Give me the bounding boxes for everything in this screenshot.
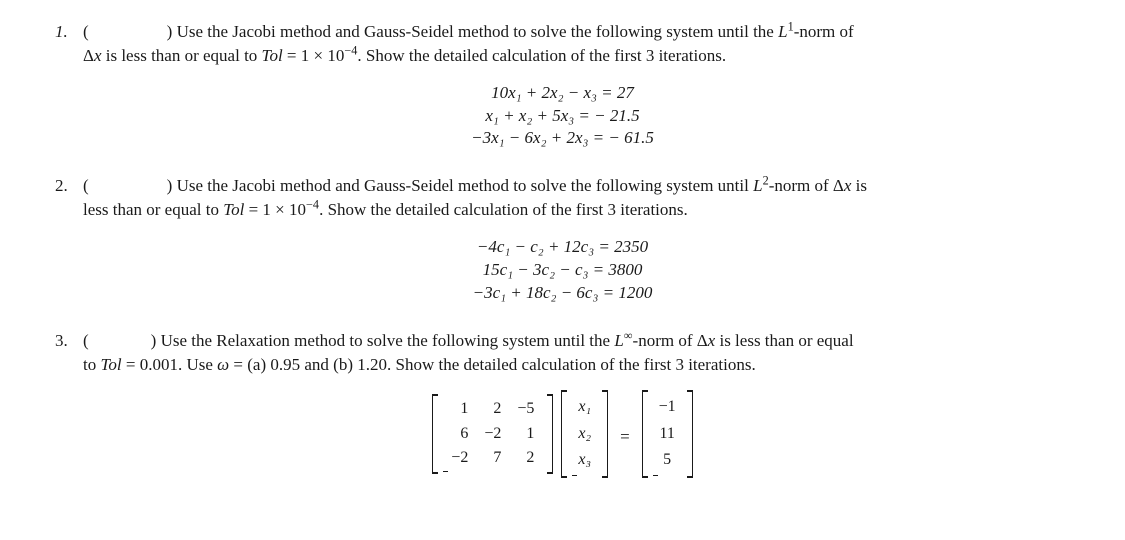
tol-eq: = 1 × 10: [244, 200, 306, 219]
tol-sup: −4: [344, 43, 357, 57]
problem-3-statement: 3. ( ) Use the Relaxation method to solve…: [55, 329, 1070, 377]
norm-L: L: [614, 331, 623, 350]
matrix-A: 12−5 6−21 −272: [432, 394, 553, 480]
norm-sup: ∞: [624, 328, 633, 342]
problem-3-matrix-equation: 12−5 6−21 −272 x₁ x₂ x₃ = −1: [55, 390, 1070, 484]
eq-1-3: −3x₁ − 6x₂ + 2x₃ = − 61.5: [55, 127, 1070, 150]
eq-2-3: −3c₁ + 18c₂ − 6c₃ = 1200: [55, 282, 1070, 305]
line2-start: less than or equal to: [83, 200, 223, 219]
eq-2-1: −4c₁ − c₂ + 12c₃ = 2350: [55, 236, 1070, 259]
problem-2-body: ( ) Use the Jacobi method and Gauss-Seide…: [83, 174, 1070, 222]
tol-label: Tol: [223, 200, 244, 219]
eq-1-2: x₁ + x₂ + 5x₃ = − 21.5: [55, 105, 1070, 128]
norm-tail: is less than or equal: [715, 331, 853, 350]
line2-omega: = (a) 0.95 and (b) 1.20. Show the detail…: [229, 355, 756, 374]
norm-after: -norm of Δ: [769, 176, 844, 195]
problem-3-body: ( ) Use the Relaxation method to solve th…: [83, 329, 1070, 377]
problem-3: 3. ( ) Use the Relaxation method to solve…: [55, 329, 1070, 485]
eq-2-2: 15c₁ − 3c₂ − c₃ = 3800: [55, 259, 1070, 282]
tol-eq: = 0.001: [122, 355, 178, 374]
problem-2: 2. ( ) Use the Jacobi method and Gauss-Se…: [55, 174, 1070, 304]
tol-label: Tol: [100, 355, 121, 374]
matrix-A-table: 12−5 6−21 −272: [443, 397, 542, 470]
problem-1-number: 1.: [55, 20, 83, 68]
problem-2-text-a: ) Use the Jacobi method and Gauss-Seidel…: [167, 176, 753, 195]
problem-2-equations: −4c₁ − c₂ + 12c₃ = 2350 15c₁ − 3c₂ − c₃ …: [55, 236, 1070, 305]
tol-label: Tol: [262, 46, 283, 65]
paren-open: (: [83, 22, 89, 41]
line2-end: . Show the detailed calculation of the f…: [357, 46, 726, 65]
problem-1-equations: 10x₁ + 2x₂ − x₃ = 27 x₁ + x₂ + 5x₃ = − 2…: [55, 82, 1070, 151]
tol-eq: = 1 × 10: [283, 46, 345, 65]
eq-1-1: 10x₁ + 2x₂ − x₃ = 27: [55, 82, 1070, 105]
norm-tail: is: [851, 176, 867, 195]
line2-mid: . Use: [178, 355, 217, 374]
delta: Δ: [83, 46, 94, 65]
problem-1-statement: 1. ( ) Use the Jacobi method and Gauss-Se…: [55, 20, 1070, 68]
vector-x-table: x₁ x₂ x₃: [572, 393, 597, 474]
problem-1-text-a: ) Use the Jacobi method and Gauss-Seidel…: [167, 22, 778, 41]
line2-mid: is less than or equal to: [101, 46, 261, 65]
line2-start: to: [83, 355, 100, 374]
paren-open: (: [83, 176, 89, 195]
problem-2-number: 2.: [55, 174, 83, 222]
vector-x: x₁ x₂ x₃: [561, 390, 608, 484]
problem-1-body: ( ) Use the Jacobi method and Gauss-Seide…: [83, 20, 1070, 68]
problem-3-number: 3.: [55, 329, 83, 377]
norm-after: -norm of Δ: [633, 331, 708, 350]
vector-b-table: −1 11 5: [653, 393, 682, 474]
omega: ω: [217, 355, 229, 374]
equals-sign: =: [620, 425, 630, 449]
problem-1: 1. ( ) Use the Jacobi method and Gauss-Se…: [55, 20, 1070, 150]
paren-open: (: [83, 331, 89, 350]
norm-L: L: [778, 22, 787, 41]
line2-end: . Show the detailed calculation of the f…: [319, 200, 688, 219]
problem-2-statement: 2. ( ) Use the Jacobi method and Gauss-Se…: [55, 174, 1070, 222]
problem-3-text-a: ) Use the Relaxation method to solve the…: [151, 331, 615, 350]
norm-after: -norm of: [794, 22, 854, 41]
tol-sup: −4: [306, 198, 319, 212]
norm-L: L: [753, 176, 762, 195]
vector-b: −1 11 5: [642, 390, 693, 484]
